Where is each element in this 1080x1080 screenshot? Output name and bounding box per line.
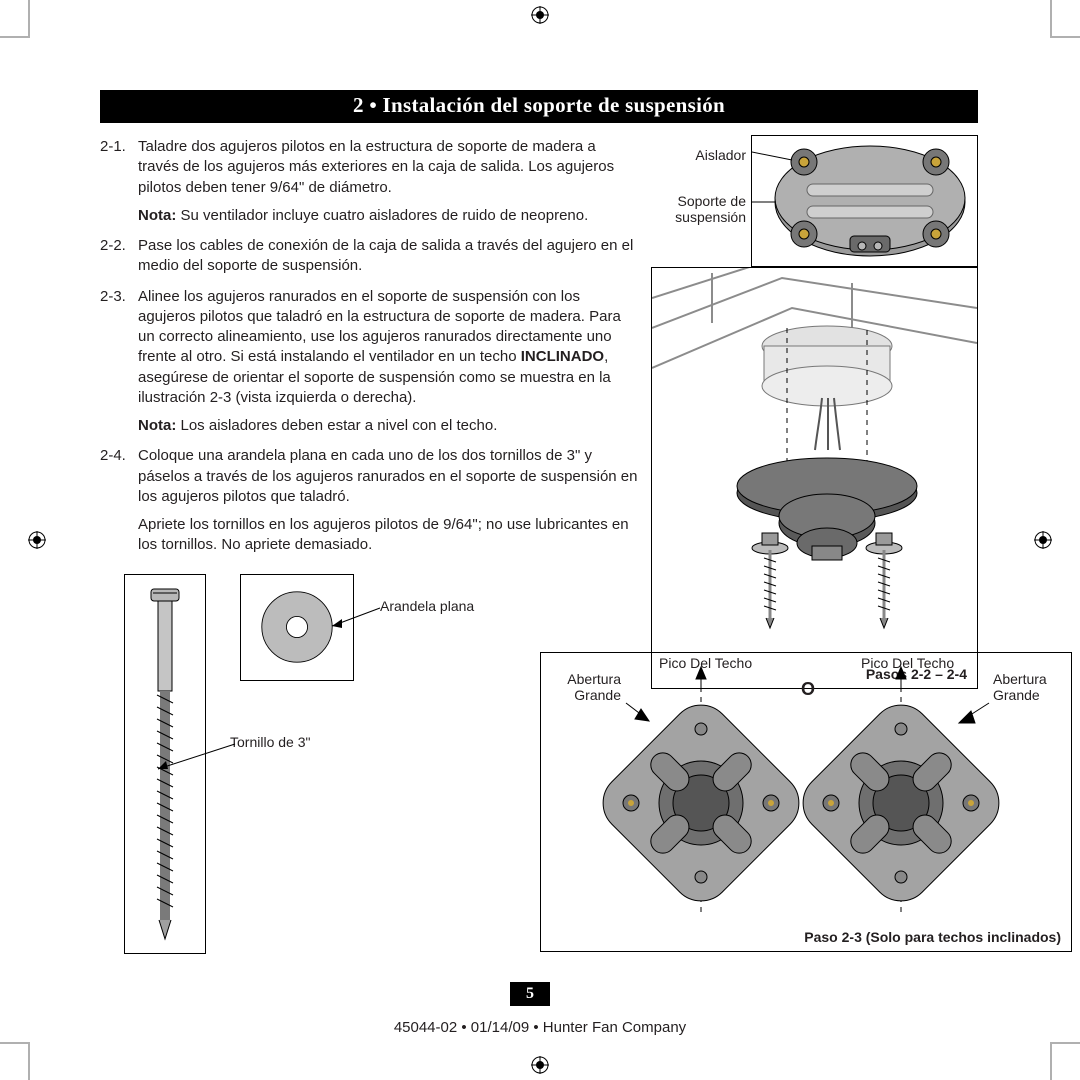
label-pico-right: Pico Del Techo <box>861 655 954 671</box>
figure-bracket-detail <box>751 135 978 267</box>
crop-mark <box>0 1042 30 1044</box>
label-aislador: Aislador <box>676 147 746 163</box>
figure-bracket-orientation: Pico Del Techo Pico Del Techo Abertura G… <box>540 652 1072 952</box>
registration-mark-icon <box>531 6 549 24</box>
label-abertura-left: Abertura Grande <box>551 671 621 703</box>
instruction-steps: 2-1. Taladre dos agujeros pilotos en la … <box>100 137 640 556</box>
label-tornillo: Tornillo de 3" <box>230 734 310 750</box>
page-number: 5 <box>510 982 550 1006</box>
step-2-1: 2-1. Taladre dos agujeros pilotos en la … <box>100 137 640 226</box>
crop-mark <box>0 36 30 38</box>
registration-mark-icon <box>1034 531 1052 549</box>
crop-mark <box>1050 1042 1052 1080</box>
registration-mark-icon <box>531 1056 549 1074</box>
leader-line <box>330 604 390 634</box>
crop-mark <box>1050 0 1052 38</box>
crop-mark <box>28 1042 30 1080</box>
section-title: 2 • Instalación del soporte de suspensió… <box>100 90 978 123</box>
label-or: O <box>801 679 815 700</box>
step-2-4: 2-4. Coloque una arandela plana en cada … <box>100 446 640 555</box>
footer-line: 45044-02 • 01/14/09 • Hunter Fan Company <box>0 1019 1080 1036</box>
caption-paso23: Paso 2-3 (Solo para techos inclinados) <box>804 929 1061 945</box>
leader-line <box>150 714 240 774</box>
label-pico-left: Pico Del Techo <box>659 655 752 671</box>
label-arandela: Arandela plana <box>380 598 474 614</box>
registration-mark-icon <box>28 531 46 549</box>
label-abertura-right: Abertura Grande <box>993 671 1063 703</box>
crop-mark <box>1050 36 1080 38</box>
crop-mark <box>28 0 30 38</box>
step-2-2: 2-2. Pase los cables de conexión de la c… <box>100 236 640 277</box>
crop-mark <box>1050 1042 1080 1044</box>
step-2-3: 2-3. Alinee los agujeros ranurados en el… <box>100 287 640 437</box>
label-soporte: Soporte de suspensión <box>656 193 746 225</box>
